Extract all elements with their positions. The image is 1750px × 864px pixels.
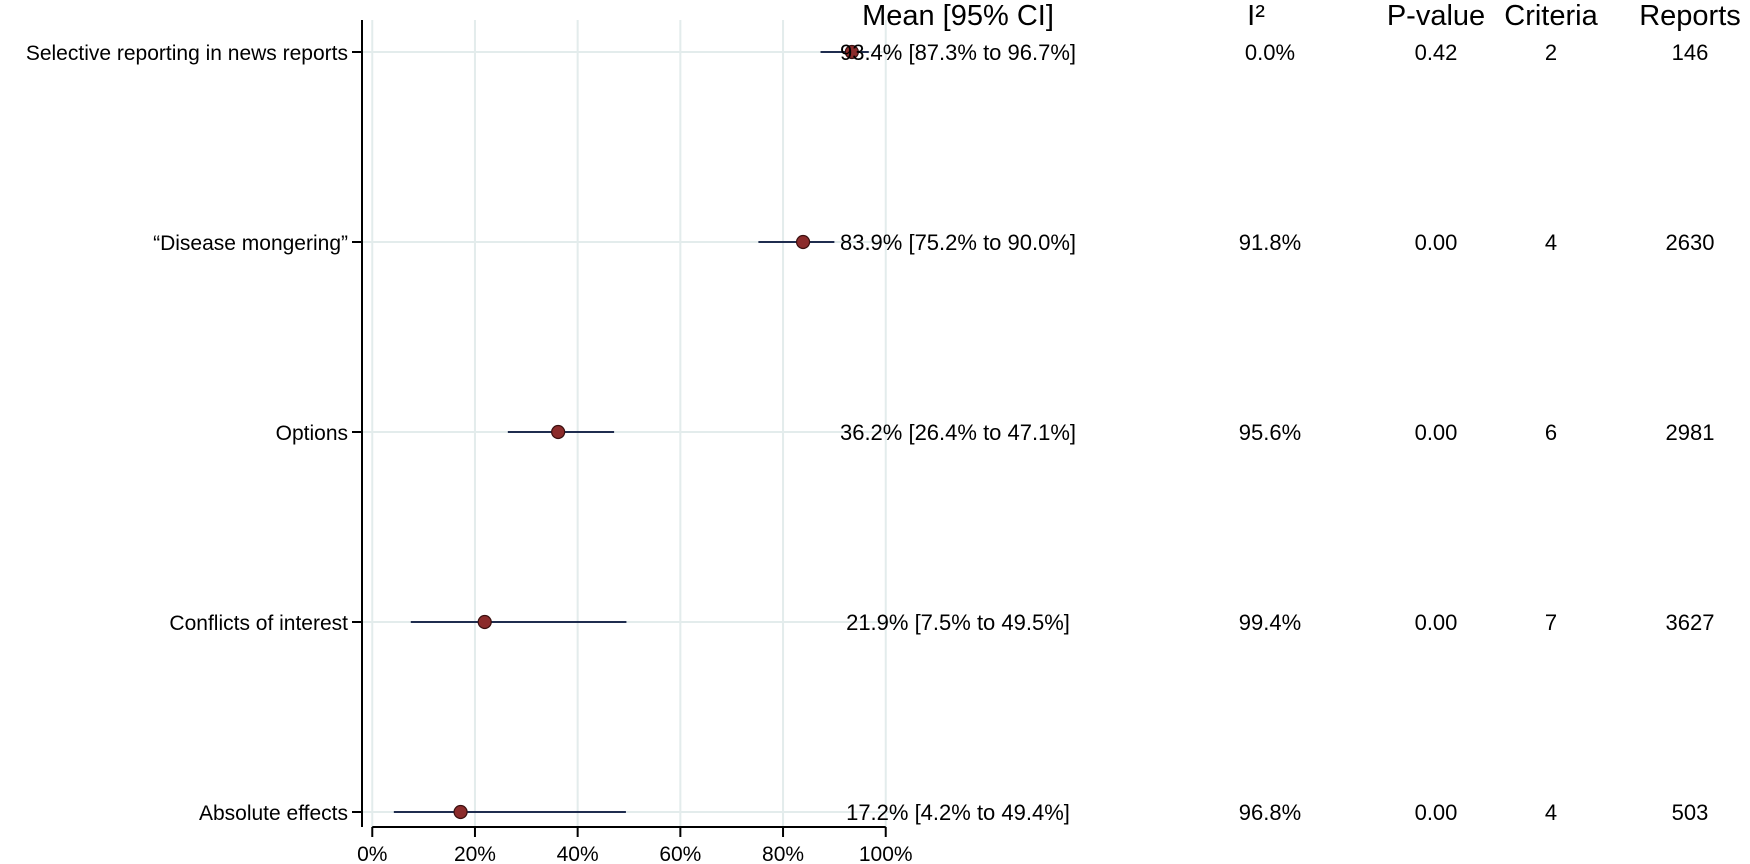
column-header-pvalue: P-value xyxy=(1386,0,1486,32)
x-tick-label: 0% xyxy=(357,843,387,864)
point-estimate xyxy=(844,44,859,60)
row-label: Absolute effects xyxy=(199,802,348,825)
point-estimate xyxy=(795,234,811,250)
pvalue-value: 0.00 xyxy=(1415,800,1458,825)
i2-value: 96.8% xyxy=(1239,800,1301,825)
pvalue-value: 0.00 xyxy=(1415,230,1458,255)
mean-ci-value: 83.9% [75.2% to 90.0%] xyxy=(840,230,1076,255)
row-label: Conflicts of interest xyxy=(169,612,348,635)
mean-ci-value: 21.9% [7.5% to 49.5%] xyxy=(846,610,1070,635)
i2-value: 95.6% xyxy=(1239,420,1301,445)
column-header-criteria: Criteria xyxy=(1504,0,1598,32)
criteria-value: 4 xyxy=(1545,230,1557,255)
mean-ci-value: 36.2% [26.4% to 47.1%] xyxy=(840,420,1076,445)
x-tick-label: 20% xyxy=(454,843,496,864)
criteria-value: 4 xyxy=(1545,800,1557,825)
reports-value: 146 xyxy=(1672,40,1709,65)
pvalue-value: 0.00 xyxy=(1415,610,1458,635)
mean-ci-value: 93.4% [87.3% to 96.7%] xyxy=(840,40,1076,65)
column-header-i2: I² xyxy=(1247,0,1265,32)
criteria-value: 6 xyxy=(1545,420,1557,445)
criteria-value: 7 xyxy=(1545,610,1557,635)
x-tick-label: 60% xyxy=(659,843,701,864)
row-label: “Disease mongering” xyxy=(153,232,348,255)
row-label: Options xyxy=(276,422,348,445)
reports-value: 2630 xyxy=(1666,230,1715,255)
row-label: Selective reporting in news reports xyxy=(26,42,348,65)
criteria-value: 2 xyxy=(1545,40,1557,65)
mean-ci-value: 17.2% [4.2% to 49.4%] xyxy=(846,800,1070,825)
x-tick-label: 40% xyxy=(557,843,599,864)
x-tick-label: 100% xyxy=(859,843,913,864)
reports-value: 2981 xyxy=(1666,420,1715,445)
column-header-reports: Reports xyxy=(1639,0,1741,32)
pvalue-value: 0.00 xyxy=(1415,420,1458,445)
point-estimate xyxy=(551,424,566,440)
i2-value: 0.0% xyxy=(1245,40,1295,65)
pvalue-value: 0.42 xyxy=(1415,40,1458,65)
reports-value: 3627 xyxy=(1666,610,1715,635)
point-estimate xyxy=(477,614,492,630)
i2-value: 91.8% xyxy=(1239,230,1301,255)
reports-value: 503 xyxy=(1672,800,1709,825)
x-tick-label: 80% xyxy=(762,843,804,864)
i2-value: 99.4% xyxy=(1239,610,1301,635)
point-estimate xyxy=(453,804,468,820)
column-header-mean-ci: Mean [95% CI] xyxy=(862,0,1054,32)
